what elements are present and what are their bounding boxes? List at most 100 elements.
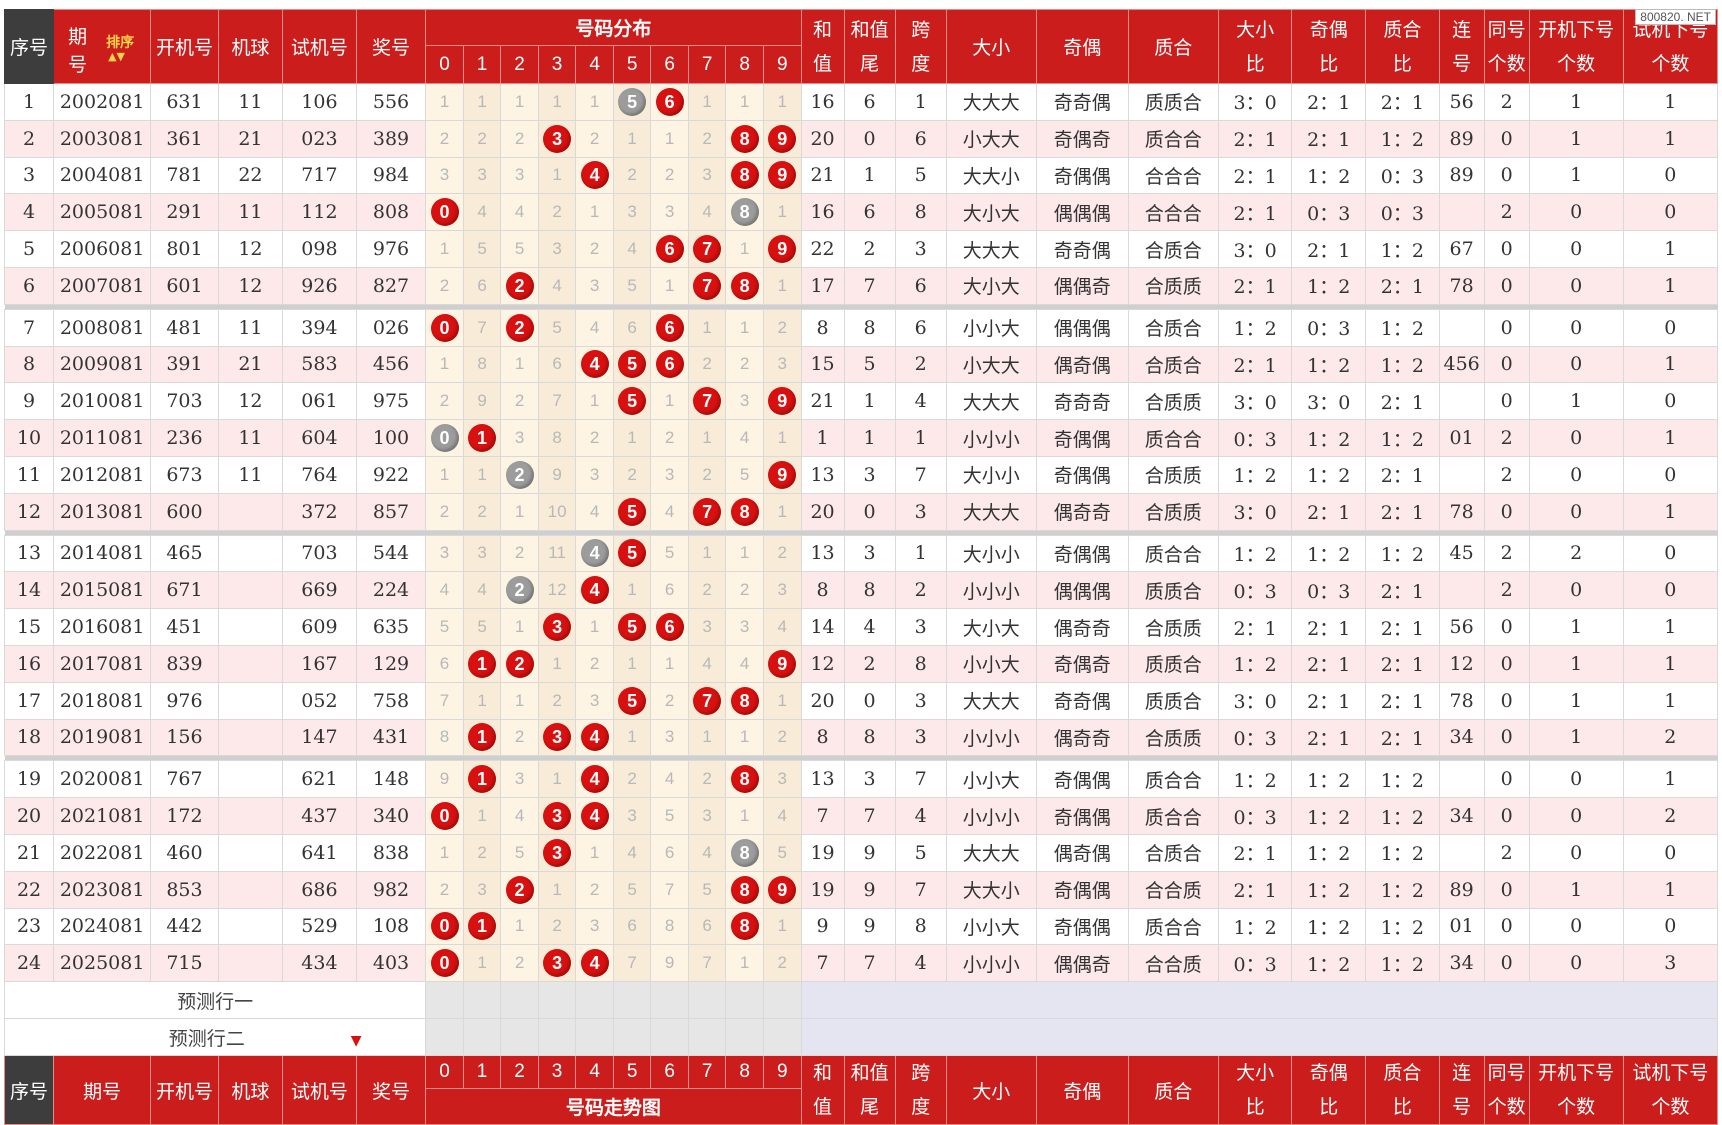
cell-primecomp: 合质质 (1127, 608, 1219, 646)
cell-prize-number: 403 (355, 944, 427, 983)
prediction-digit-cell[interactable] (462, 981, 502, 1020)
prediction-label-cell[interactable]: 预测行二 ▼ (3, 1018, 427, 1057)
cell-oe-ratio: 2：1 (1291, 608, 1367, 646)
cell-span: 6 (894, 119, 947, 158)
prediction-digit-cell[interactable] (725, 1018, 764, 1057)
cell-digit-8: 1 (725, 83, 764, 121)
number-ball: 8 (730, 765, 759, 794)
cell-bigsmall: 小小小 (945, 944, 1037, 983)
prediction-row[interactable]: 预测行一 (3, 981, 1719, 1020)
cell-digit-1: 1 (462, 797, 502, 835)
prediction-digit-cell[interactable] (425, 1018, 464, 1057)
cell-machine-ball: 21 (217, 119, 284, 158)
cell-sum-tail: 4 (843, 608, 896, 646)
prediction-digit-cell[interactable] (575, 1018, 614, 1057)
cell-issue: 2004081 (53, 156, 152, 195)
cell-digit-7: 7 (687, 944, 727, 983)
cell-span: 4 (894, 797, 947, 835)
cell-seq: 1 (3, 83, 55, 121)
table-row: 21 2022081 460 641 838 1 2 5 3 1 4 6 4 8 5 19 9 5 大大大 偶奇偶 合质… (3, 833, 1719, 872)
prediction-digit-cell[interactable] (687, 1018, 727, 1057)
cell-oddeven: 偶奇奇 (1035, 608, 1129, 646)
prediction-digit-cell[interactable] (537, 1018, 577, 1057)
number-ball: 2 (505, 649, 534, 678)
cell-digit-2: 1 (500, 608, 539, 646)
cell-digit-2: 2 (500, 266, 539, 305)
expand-arrow-icon[interactable]: ▼ (350, 1032, 362, 1049)
cell-digit-9: 9 (762, 230, 802, 268)
prediction-digit-cell[interactable] (462, 1018, 502, 1057)
cell-seq: 17 (3, 681, 55, 720)
cell-bs-ratio: 3：0 (1217, 492, 1293, 531)
prediction-digit-cell[interactable] (687, 981, 727, 1020)
number-ball: 3 (543, 838, 572, 867)
cell-digit-0: 2 (425, 266, 464, 305)
cell-sum-tail: 6 (843, 193, 896, 232)
cell-digit-4: 4 (575, 345, 614, 384)
number-ball: 4 (580, 949, 609, 978)
cell-machine-ball (217, 644, 284, 683)
cell-consec (1438, 455, 1485, 494)
cell-sum-tail: 8 (843, 571, 896, 610)
cell-consec (1438, 760, 1485, 799)
prediction-digit-cell[interactable] (650, 1018, 689, 1057)
table-row: 11 2012081 673 11 764 922 1 1 2 9 3 2 3 2 5 9 13 3 7 大小小 奇偶偶… (3, 455, 1719, 494)
prediction-digit-cell[interactable] (612, 981, 652, 1020)
cell-primecomp: 质合合 (1127, 760, 1219, 799)
number-ball: 6 (655, 313, 684, 342)
cell-trial-next-count: 2 (1622, 718, 1719, 757)
cell-open-next-count: 0 (1528, 797, 1624, 835)
cell-digit-9: 9 (762, 382, 802, 421)
cell-machine-ball (217, 907, 284, 946)
sort-button[interactable]: 排序 (106, 34, 135, 51)
cell-sum: 7 (800, 797, 845, 835)
cell-digit-4: 4 (575, 944, 614, 983)
prediction-digit-cell[interactable] (575, 981, 614, 1020)
cell-issue: 2006081 (53, 230, 152, 268)
cell-span: 2 (894, 345, 947, 384)
cell-span: 3 (894, 718, 947, 757)
prediction-digit-cell[interactable] (537, 981, 577, 1020)
cell-digit-5: 5 (612, 345, 652, 384)
cell-oddeven: 奇奇奇 (1035, 382, 1129, 421)
cell-prize-number: 976 (355, 230, 427, 268)
prediction-digit-cell[interactable] (762, 981, 802, 1020)
prediction-row[interactable]: 预测行二 ▼ (3, 1018, 1719, 1057)
cell-sum-tail: 7 (843, 797, 896, 835)
prediction-digit-cell[interactable] (425, 981, 464, 1020)
number-ball: 9 (768, 649, 797, 678)
prediction-digit-cell[interactable] (500, 981, 539, 1020)
cell-consec: 67 (1438, 230, 1485, 268)
prediction-digit-cell[interactable] (650, 981, 689, 1020)
prediction-digit-cell[interactable] (612, 1018, 652, 1057)
cell-digit-7: 4 (687, 644, 727, 683)
prediction-label-cell[interactable]: 预测行一 (3, 981, 427, 1020)
cell-seq: 15 (3, 608, 55, 646)
cell-digit-4: 4 (575, 534, 614, 573)
prediction-digit-cell[interactable] (500, 1018, 539, 1057)
cell-oe-ratio: 1：2 (1291, 870, 1367, 909)
prediction-digit-cell[interactable] (725, 981, 764, 1020)
cell-seq: 19 (3, 760, 55, 799)
cell-span: 8 (894, 907, 947, 946)
cell-open-next-count: 0 (1528, 492, 1624, 531)
cell-digit-9: 9 (762, 870, 802, 909)
prediction-digit-cell[interactable] (762, 1018, 802, 1057)
cell-prize-number: 758 (355, 681, 427, 720)
cell-issue: 2017081 (53, 644, 152, 683)
header-issue[interactable]: 期 号 排序 ▲▼ (53, 9, 152, 84)
cell-same-count: 0 (1483, 870, 1530, 909)
cell-issue: 2019081 (53, 718, 152, 757)
cell-trial-next-count: 1 (1622, 608, 1719, 646)
cell-machine-ball (217, 833, 284, 872)
cell-digit-4: 1 (575, 608, 614, 646)
cell-digit-7: 6 (687, 907, 727, 946)
sort-arrows-icon[interactable]: ▲▼ (108, 49, 125, 63)
cell-digit-5: 7 (612, 944, 652, 983)
cell-same-count: 0 (1483, 230, 1530, 268)
header-digit-8: 8 (725, 45, 764, 84)
cell-sum-tail: 6 (843, 83, 896, 121)
cell-digit-6: 4 (650, 760, 689, 799)
cell-oe-ratio: 3：0 (1291, 382, 1367, 421)
cell-seq: 4 (3, 193, 55, 232)
